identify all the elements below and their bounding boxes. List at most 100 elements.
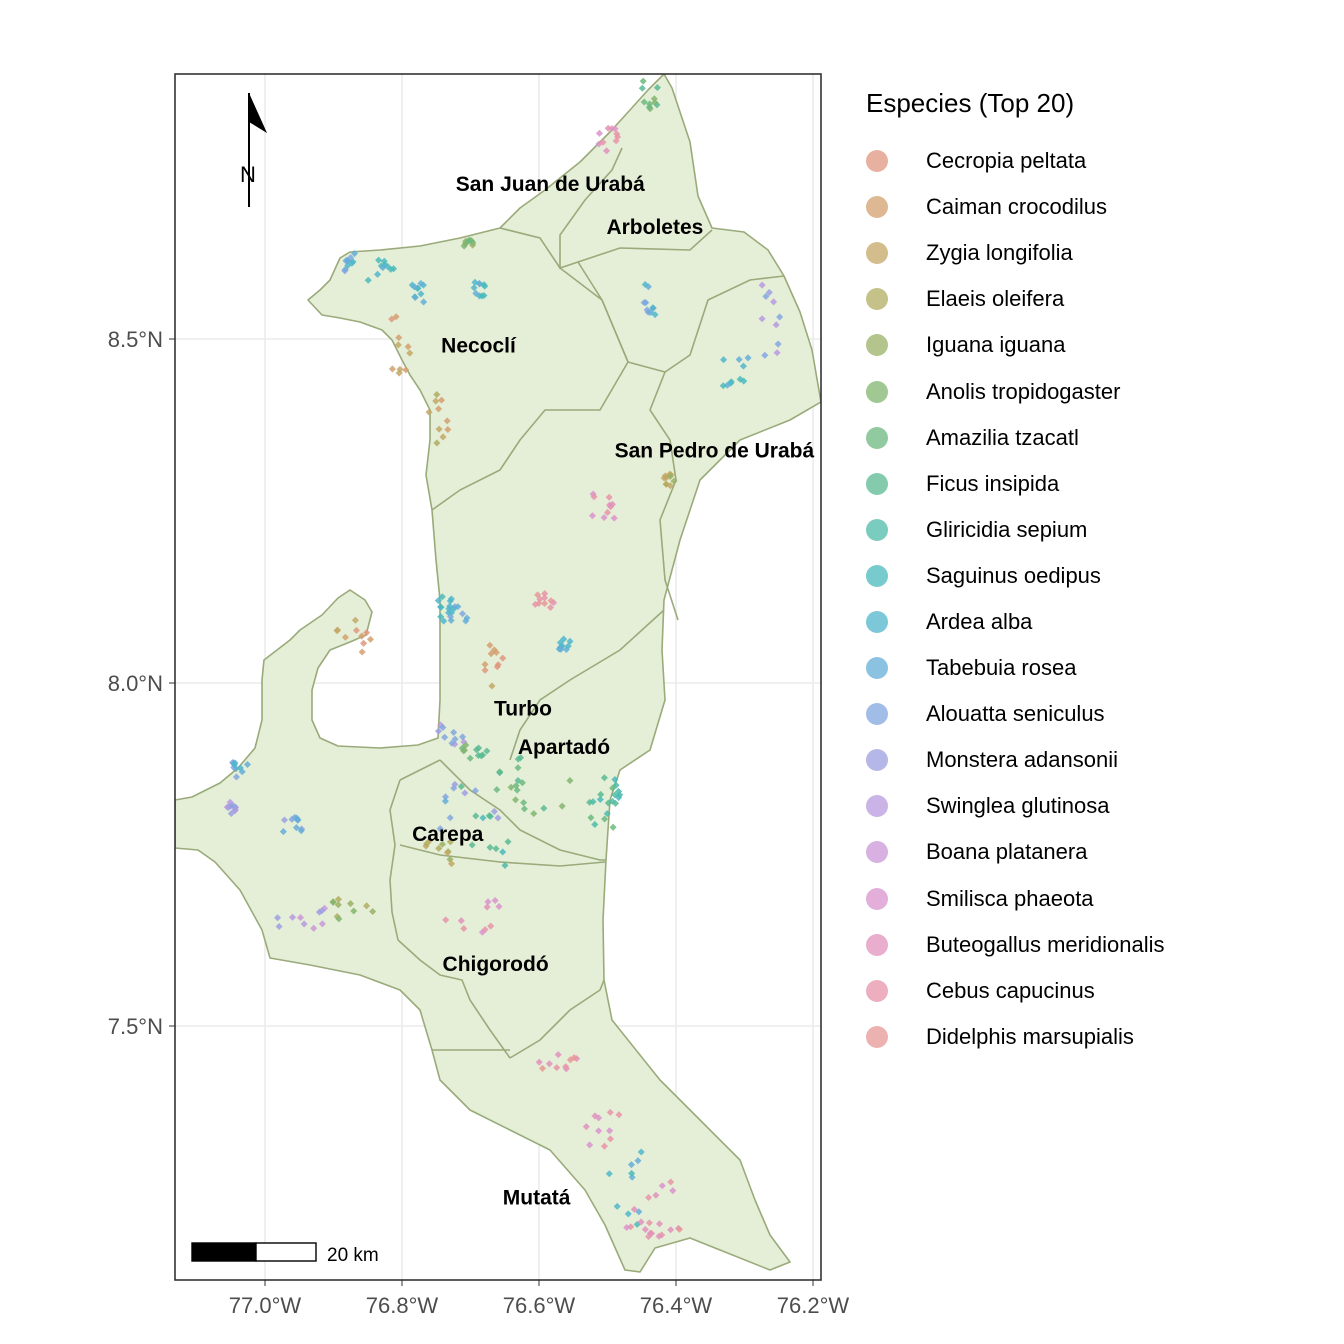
occurrence-point (547, 597, 555, 605)
occurrence-point (536, 595, 544, 603)
occurrence-point (346, 900, 355, 908)
occurrence-point (494, 814, 502, 822)
occurrence-point (666, 472, 674, 480)
occurrence-point (460, 242, 468, 250)
occurrence-point (597, 790, 605, 798)
occurrence-point (603, 810, 611, 818)
occurrence-point (289, 913, 297, 921)
occurrence-point (496, 769, 504, 777)
occurrence-point (433, 390, 441, 399)
legend-key-swatch (866, 979, 888, 1002)
map-panel-border (174, 73, 822, 1281)
scale-bar-white-segment (255, 1242, 317, 1262)
occurrence-point (595, 129, 603, 137)
occurrence-point (404, 343, 412, 351)
occurrence-point (363, 902, 371, 910)
legend-label: Cebus capucinus (926, 977, 1095, 1003)
legend-label: Swinglea glutinosa (926, 793, 1110, 819)
occurrence-point (483, 903, 491, 911)
occurrence-point (546, 603, 555, 612)
occurrence-point (613, 130, 621, 138)
occurrence-point (435, 425, 443, 433)
occurrence-point (501, 861, 509, 869)
legend-label: Buteogallus meridionalis (926, 931, 1165, 957)
occurrence-point (440, 617, 448, 625)
boundary-carepa-chigorodo (399, 844, 606, 867)
x-tick-label: 76.8°W (366, 1293, 439, 1318)
occurrence-point (614, 787, 623, 795)
occurrence-point (507, 783, 515, 791)
occurrence-point (615, 794, 623, 802)
occurrence-point (492, 648, 500, 657)
occurrence-point (517, 754, 525, 762)
occurrence-point (441, 733, 449, 741)
occurrence-point (349, 258, 357, 266)
occurrence-point (231, 803, 239, 811)
occurrence-point (761, 351, 769, 359)
occurrence-point (274, 914, 282, 922)
legend-key-swatch (866, 610, 888, 633)
municipality-label: Arboletes (606, 216, 703, 239)
occurrence-point (540, 804, 548, 812)
occurrence-point (402, 366, 410, 374)
occurrence-point (653, 84, 661, 92)
occurrence-point (587, 814, 595, 822)
occurrence-point (360, 639, 368, 647)
occurrence-point (530, 810, 538, 818)
occurrence-point (558, 802, 566, 810)
occurrence-point (471, 787, 479, 795)
occurrence-point (433, 439, 441, 447)
occurrence-point (531, 600, 539, 608)
municipality-label: San Juan de Urabá (456, 173, 645, 196)
boundary-sanjuan-necocli (499, 227, 561, 269)
municipality-label: Carepa (412, 823, 484, 846)
occurrence-point (481, 666, 489, 674)
occurrence-point (639, 77, 647, 85)
legend-label: Gliricidia sepium (926, 516, 1088, 542)
occurrence-point (238, 768, 246, 776)
occurrence-point (288, 815, 296, 823)
occurrence-point (485, 812, 493, 820)
occurrence-point (464, 237, 472, 245)
occurrence-point (366, 635, 375, 643)
occurrence-point (758, 315, 766, 323)
occurrence-point (604, 799, 612, 807)
occurrence-point (292, 824, 300, 832)
occurrence-point (490, 807, 498, 815)
y-tick-label: 8.5°N (108, 327, 163, 352)
legend-label: Elaeis oleifera (926, 286, 1065, 312)
occurrence-point (720, 356, 728, 364)
occurrence-point (438, 840, 446, 848)
legend-item: Saguinus oedipus (866, 553, 1164, 599)
occurrence-point (589, 798, 597, 806)
occurrence-point (380, 257, 388, 265)
occurrence-point (439, 433, 447, 441)
occurrence-point (392, 313, 400, 321)
occurrence-point (459, 733, 467, 741)
legend-title: Especies (Top 20) (866, 88, 1075, 118)
occurrence-point (662, 480, 670, 488)
occurrence-point (599, 138, 607, 146)
legend-key-swatch (866, 196, 888, 219)
occurrence-point (488, 682, 496, 690)
legend-item: Elaeis oleifera (866, 276, 1164, 322)
occurrence-point (468, 841, 476, 849)
occurrence-point (329, 898, 337, 906)
legend: Cecropia peltata Caiman crocodilus Zygia l… (866, 138, 1164, 1060)
occurrence-point (493, 786, 501, 794)
region-layer (175, 74, 821, 1273)
occurrence-point (351, 616, 359, 624)
occurrence-point (297, 827, 305, 835)
occurrence-point (478, 928, 486, 936)
occurrence-point (449, 605, 458, 613)
occurrence-point (513, 786, 521, 794)
occurrence-point (611, 799, 620, 807)
legend-label: Iguana iguana (926, 332, 1066, 358)
occurrence-point (483, 747, 491, 755)
x-tick-label: 77.0°W (229, 1293, 302, 1318)
legend-label: Tabebuia rosea (926, 655, 1077, 681)
occurrence-point (437, 613, 445, 621)
occurrence-point (394, 341, 402, 349)
occurrence-point (432, 397, 440, 405)
